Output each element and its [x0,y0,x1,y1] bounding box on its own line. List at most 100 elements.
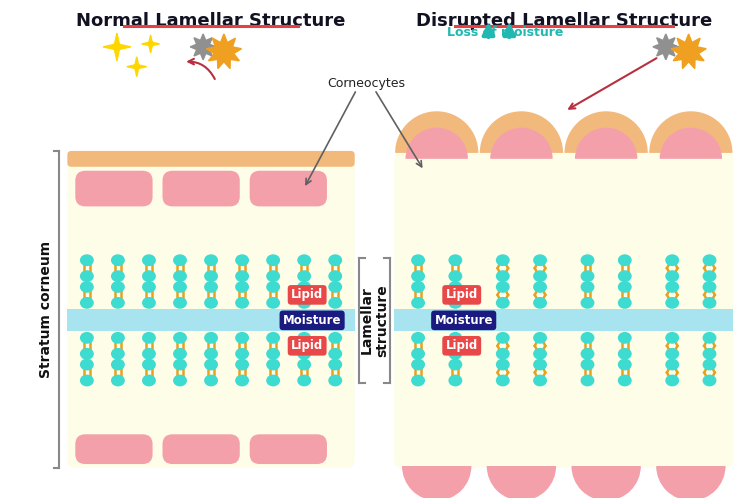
Text: Corneocytes: Corneocytes [328,77,406,90]
Ellipse shape [533,374,547,386]
Ellipse shape [411,348,425,360]
Ellipse shape [80,374,94,386]
Ellipse shape [111,270,125,282]
Ellipse shape [533,348,547,360]
Ellipse shape [580,281,595,293]
Ellipse shape [411,281,425,293]
Ellipse shape [328,348,342,360]
Ellipse shape [580,332,595,344]
Ellipse shape [142,270,156,282]
Ellipse shape [236,358,249,370]
Ellipse shape [411,358,425,370]
Ellipse shape [580,348,595,360]
Text: Stratum corneum: Stratum corneum [38,241,53,378]
Ellipse shape [111,332,125,344]
Ellipse shape [173,297,187,309]
Ellipse shape [204,358,218,370]
Ellipse shape [142,348,156,360]
Ellipse shape [496,374,510,386]
Ellipse shape [173,332,187,344]
Ellipse shape [580,254,595,266]
Ellipse shape [496,358,510,370]
Wedge shape [650,112,733,153]
Ellipse shape [448,281,462,293]
Ellipse shape [236,374,249,386]
Ellipse shape [204,332,218,344]
Polygon shape [653,34,679,60]
Ellipse shape [618,254,632,266]
Polygon shape [190,34,216,60]
Ellipse shape [236,281,249,293]
Ellipse shape [173,358,187,370]
Ellipse shape [297,281,311,293]
Ellipse shape [496,270,510,282]
Ellipse shape [328,281,342,293]
Ellipse shape [665,254,680,266]
Ellipse shape [266,297,280,309]
Ellipse shape [142,374,156,386]
Ellipse shape [236,254,249,266]
Ellipse shape [496,281,510,293]
Text: Lipid: Lipid [291,340,323,352]
Ellipse shape [448,297,462,309]
Ellipse shape [142,358,156,370]
Wedge shape [565,112,648,153]
Bar [68,310,355,331]
Ellipse shape [618,332,632,344]
Ellipse shape [411,270,425,282]
Ellipse shape [142,254,156,266]
Ellipse shape [266,281,280,293]
Ellipse shape [580,270,595,282]
Ellipse shape [618,281,632,293]
FancyBboxPatch shape [250,434,327,464]
Ellipse shape [111,348,125,360]
Ellipse shape [665,358,680,370]
Ellipse shape [80,297,94,309]
Ellipse shape [204,348,218,360]
Ellipse shape [266,374,280,386]
Ellipse shape [266,358,280,370]
Wedge shape [406,128,468,159]
Polygon shape [142,35,160,53]
Ellipse shape [618,297,632,309]
Ellipse shape [328,254,342,266]
Ellipse shape [448,254,462,266]
Ellipse shape [173,281,187,293]
Ellipse shape [297,332,311,344]
Ellipse shape [448,374,462,386]
Ellipse shape [297,297,311,309]
Ellipse shape [266,332,280,344]
Ellipse shape [618,374,632,386]
Wedge shape [656,466,725,500]
Ellipse shape [580,358,595,370]
Text: Lipid: Lipid [291,288,323,302]
Ellipse shape [80,332,94,344]
Ellipse shape [496,332,510,344]
Text: Moisture: Moisture [434,314,493,327]
Ellipse shape [496,297,510,309]
Wedge shape [660,128,722,159]
Ellipse shape [533,332,547,344]
FancyBboxPatch shape [68,151,355,167]
Polygon shape [103,33,130,61]
Ellipse shape [328,270,342,282]
Ellipse shape [328,374,342,386]
Ellipse shape [665,374,680,386]
Ellipse shape [703,297,716,309]
Ellipse shape [80,358,94,370]
Ellipse shape [665,281,680,293]
Wedge shape [487,466,556,500]
Ellipse shape [533,297,547,309]
Ellipse shape [448,358,462,370]
Ellipse shape [533,281,547,293]
Ellipse shape [266,348,280,360]
Ellipse shape [665,332,680,344]
Ellipse shape [328,358,342,370]
Ellipse shape [297,358,311,370]
Text: Lamellar
structure: Lamellar structure [359,284,390,356]
Ellipse shape [266,254,280,266]
Ellipse shape [496,254,510,266]
Polygon shape [206,34,242,68]
Ellipse shape [297,254,311,266]
FancyBboxPatch shape [68,151,355,468]
